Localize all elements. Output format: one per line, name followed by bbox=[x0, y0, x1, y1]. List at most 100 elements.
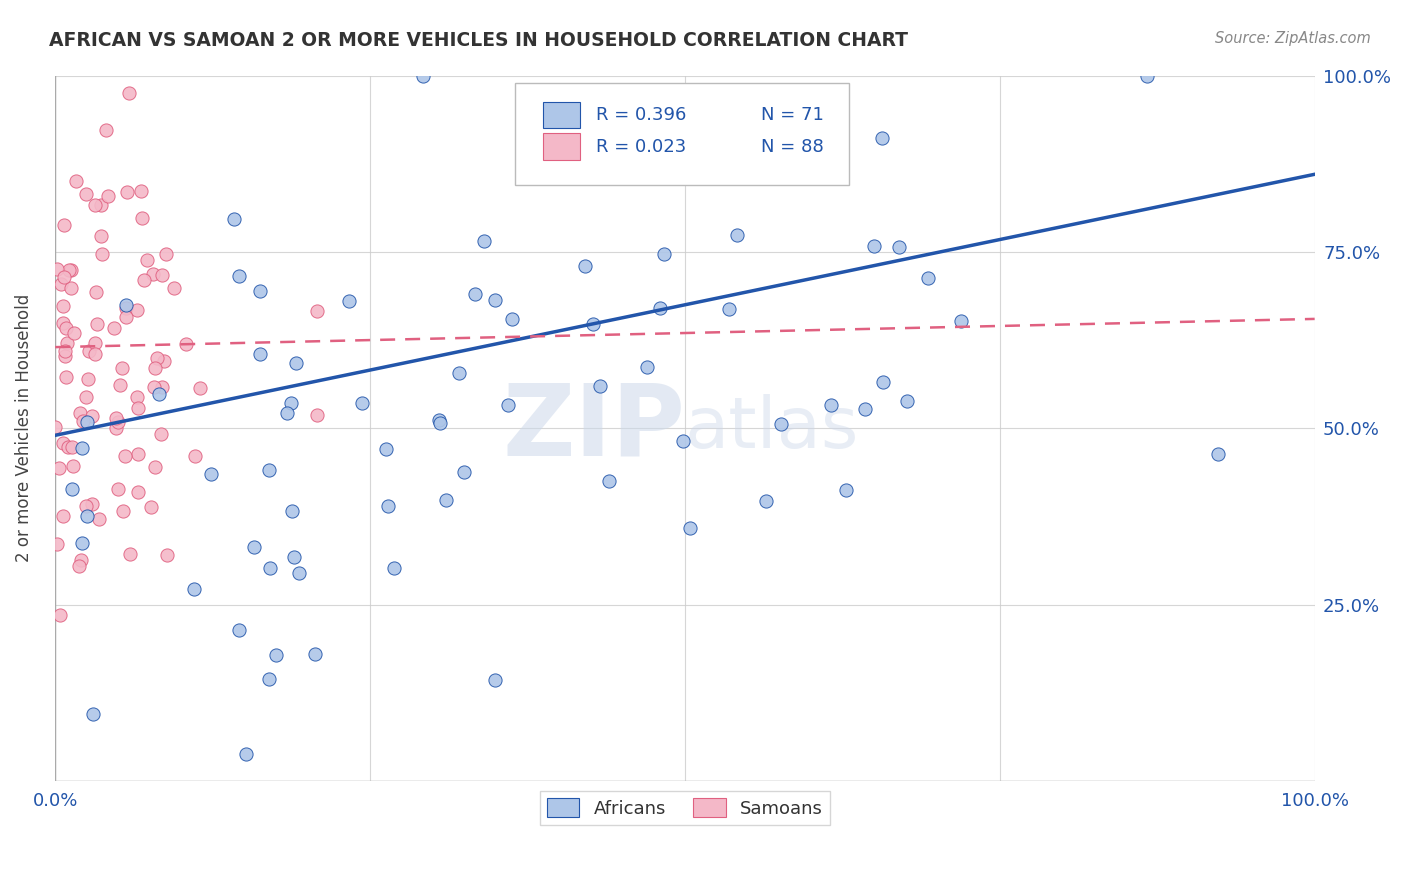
Point bbox=[382, 561, 405, 575]
Point bbox=[52, 299, 75, 313]
Point bbox=[75, 500, 97, 514]
Point bbox=[94, 123, 117, 137]
Point bbox=[55, 343, 77, 358]
Point bbox=[49, 607, 72, 622]
Point bbox=[228, 624, 250, 638]
Point bbox=[889, 240, 911, 254]
Point bbox=[114, 298, 136, 312]
Point bbox=[82, 498, 104, 512]
Point bbox=[235, 747, 257, 761]
Point bbox=[257, 463, 280, 477]
Point bbox=[70, 536, 93, 550]
Point bbox=[377, 499, 399, 513]
Point bbox=[148, 387, 170, 401]
Point bbox=[679, 521, 702, 535]
Point bbox=[288, 566, 311, 581]
Point bbox=[90, 247, 112, 261]
Point bbox=[654, 247, 676, 261]
Point bbox=[87, 512, 110, 526]
Point bbox=[304, 647, 326, 661]
Point bbox=[115, 185, 138, 199]
Point bbox=[501, 312, 523, 326]
Point bbox=[598, 474, 620, 488]
Point bbox=[142, 267, 165, 281]
Point bbox=[249, 284, 271, 298]
Point bbox=[285, 356, 308, 370]
Point bbox=[84, 335, 107, 350]
Point bbox=[183, 582, 205, 596]
Point bbox=[72, 441, 94, 455]
Point bbox=[45, 261, 67, 276]
Point bbox=[52, 508, 75, 523]
Point bbox=[188, 381, 211, 395]
Point bbox=[139, 500, 162, 515]
Point bbox=[184, 449, 207, 463]
Point bbox=[307, 304, 329, 318]
Point bbox=[65, 174, 87, 188]
FancyBboxPatch shape bbox=[515, 83, 849, 185]
Point bbox=[259, 561, 281, 575]
Point bbox=[412, 69, 434, 83]
Text: R = 0.396: R = 0.396 bbox=[596, 106, 686, 124]
Point bbox=[112, 504, 135, 518]
Point bbox=[574, 259, 596, 273]
Point bbox=[62, 458, 84, 473]
Point bbox=[49, 277, 72, 292]
Point bbox=[52, 219, 75, 233]
Point bbox=[228, 268, 250, 283]
Point bbox=[1206, 447, 1229, 461]
Point bbox=[115, 301, 138, 315]
Point bbox=[118, 86, 141, 100]
Point bbox=[143, 380, 166, 394]
Point bbox=[872, 131, 894, 145]
Point bbox=[143, 459, 166, 474]
Point bbox=[127, 401, 149, 416]
Point bbox=[52, 436, 75, 450]
Point bbox=[725, 228, 748, 243]
Point bbox=[52, 316, 75, 330]
Point bbox=[82, 707, 104, 722]
Point bbox=[853, 401, 876, 416]
Point bbox=[150, 380, 173, 394]
Point bbox=[118, 547, 141, 561]
Point bbox=[60, 263, 83, 277]
Point bbox=[429, 416, 451, 430]
Point bbox=[434, 492, 457, 507]
Point bbox=[950, 313, 973, 327]
Point bbox=[337, 294, 360, 309]
Point bbox=[472, 234, 495, 248]
Point bbox=[449, 366, 471, 380]
Point bbox=[52, 270, 75, 285]
Point bbox=[484, 293, 506, 307]
Point bbox=[72, 414, 94, 428]
Point bbox=[283, 550, 305, 565]
Point bbox=[55, 321, 77, 335]
Point bbox=[132, 272, 155, 286]
Point bbox=[77, 371, 100, 385]
Point bbox=[835, 483, 858, 497]
Point bbox=[243, 540, 266, 554]
Point bbox=[917, 271, 939, 285]
Point bbox=[77, 343, 100, 358]
Point bbox=[131, 211, 153, 225]
Point bbox=[129, 184, 152, 198]
Point bbox=[896, 394, 918, 409]
Point bbox=[280, 396, 302, 410]
Text: N = 71: N = 71 bbox=[761, 106, 824, 124]
Point bbox=[150, 427, 173, 442]
Text: R = 0.023: R = 0.023 bbox=[596, 137, 686, 156]
Point bbox=[150, 268, 173, 282]
Point bbox=[174, 337, 197, 351]
Point bbox=[84, 346, 107, 360]
Point bbox=[872, 375, 894, 389]
Point bbox=[145, 351, 167, 365]
Point bbox=[350, 396, 373, 410]
Point bbox=[58, 440, 80, 454]
Point bbox=[107, 415, 129, 429]
Point bbox=[58, 263, 80, 277]
FancyBboxPatch shape bbox=[543, 102, 581, 128]
Point bbox=[264, 648, 287, 662]
Point bbox=[636, 359, 658, 374]
Point bbox=[281, 504, 304, 518]
Point bbox=[115, 310, 138, 324]
